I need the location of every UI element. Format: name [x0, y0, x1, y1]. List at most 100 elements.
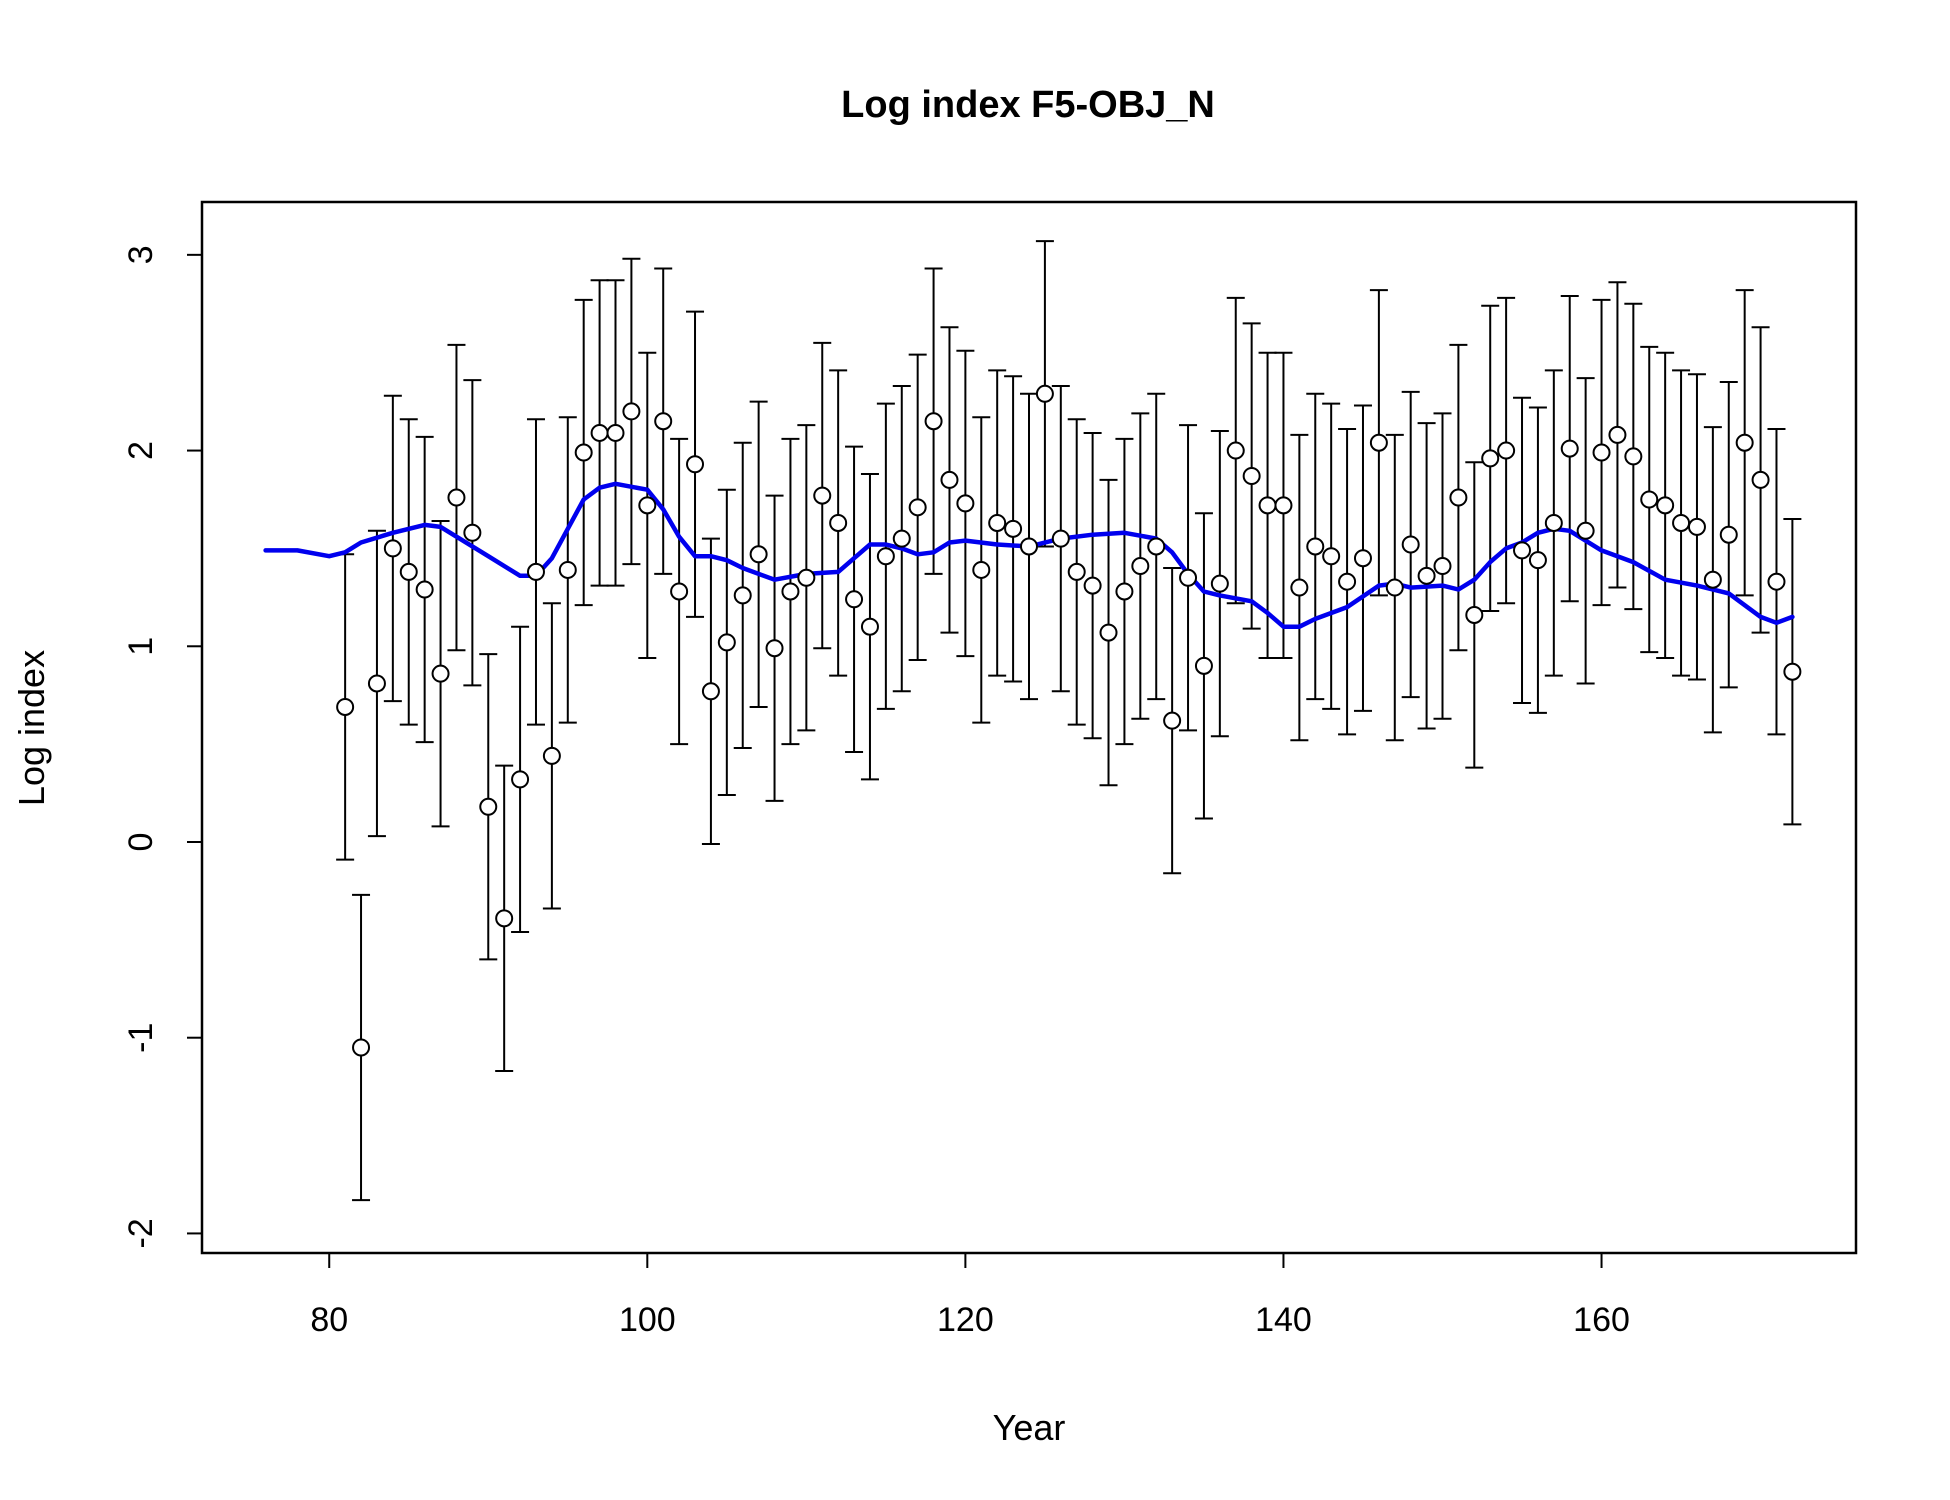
data-point [1783, 662, 1802, 681]
data-point [972, 560, 991, 579]
data-point [1735, 433, 1754, 452]
x-tick-label: 140 [1255, 1301, 1312, 1339]
data-point [876, 547, 895, 566]
data-point [1481, 449, 1500, 468]
data-point [988, 513, 1007, 532]
data-point [1353, 549, 1372, 568]
data-point [765, 639, 784, 658]
data-point [1656, 496, 1675, 515]
data-point [749, 545, 768, 564]
data-point [1338, 572, 1357, 591]
data-point [495, 909, 514, 928]
data-point [797, 568, 816, 587]
x-axis-label: Year [993, 1407, 1066, 1448]
data-point [1083, 576, 1102, 595]
data-point [1290, 578, 1309, 597]
data-point [1687, 517, 1706, 536]
data-point [1051, 529, 1070, 548]
data-point [1210, 574, 1229, 593]
data-point [1624, 447, 1643, 466]
data-point [1163, 711, 1182, 730]
chart-title: Log index F5-OBJ_N [841, 84, 1215, 126]
data-point [1020, 537, 1038, 556]
data-point [606, 423, 625, 442]
y-axis-label: Log index [11, 650, 52, 806]
y-tick-label: 3 [122, 245, 160, 264]
x-tick-label: 120 [937, 1301, 994, 1339]
data-point [1194, 656, 1213, 675]
data-point [829, 513, 848, 532]
data-point [1608, 425, 1627, 444]
data-point [733, 586, 752, 605]
data-point [892, 529, 911, 548]
data-point [526, 562, 545, 581]
observed-points [336, 384, 1802, 1057]
data-point [924, 412, 943, 431]
data-point [1767, 572, 1786, 591]
data-point [781, 582, 800, 601]
data-point [367, 674, 386, 693]
data-point [431, 664, 450, 683]
data-point [1751, 470, 1770, 489]
y-tick-label: -2 [122, 1218, 160, 1248]
data-point [1242, 467, 1261, 486]
data-point [1322, 547, 1341, 566]
data-point [1576, 521, 1595, 540]
data-point [622, 402, 641, 421]
x-tick-label: 80 [310, 1301, 348, 1339]
data-point [670, 582, 689, 601]
data-point [479, 797, 498, 816]
data-point [1560, 439, 1579, 458]
plot-frame [200, 200, 1858, 1255]
data-point [1067, 562, 1086, 581]
data-point [1226, 441, 1245, 460]
data-point [1465, 605, 1484, 624]
data-point [463, 523, 482, 542]
data-point [1035, 384, 1054, 403]
y-tick-label: 1 [122, 637, 160, 656]
data-point [383, 539, 402, 558]
data-point [1369, 433, 1388, 452]
data-point [813, 486, 832, 505]
data-point [638, 496, 657, 515]
data-point [1274, 496, 1293, 515]
data-point [654, 412, 673, 431]
y-tick-label: 2 [122, 441, 160, 460]
data-point [686, 455, 705, 474]
fitted-line [263, 481, 1795, 629]
data-point [1115, 582, 1134, 601]
data-point [1385, 578, 1404, 597]
data-point [574, 443, 593, 462]
data-point [940, 470, 959, 489]
data-point [701, 682, 720, 701]
data-point [1004, 519, 1023, 538]
y-tick-label: 0 [122, 833, 160, 852]
data-point [860, 617, 879, 636]
x-tick-label: 160 [1573, 1301, 1630, 1339]
x-axis: 80 100 120 140 160 [310, 1252, 1630, 1339]
data-point [1513, 541, 1532, 560]
data-point [399, 562, 418, 581]
data-point [717, 633, 736, 652]
data-point [352, 1038, 371, 1057]
data-point [1592, 443, 1611, 462]
y-axis: -2 -1 0 1 2 3 [122, 245, 203, 1249]
data-point [1306, 537, 1325, 556]
data-point [1449, 488, 1468, 507]
data-point [1179, 568, 1198, 587]
y-tick-label: -1 [122, 1023, 160, 1053]
data-point [1417, 566, 1436, 585]
data-point [1131, 557, 1150, 576]
data-point [1147, 537, 1166, 556]
data-point [908, 498, 927, 517]
data-point [558, 560, 577, 579]
data-point [1528, 551, 1547, 570]
x-tick-label: 100 [619, 1301, 676, 1339]
data-point [447, 488, 466, 507]
data-point [1703, 570, 1722, 589]
data-point [1099, 623, 1118, 642]
data-point [1640, 490, 1659, 509]
data-point [1672, 513, 1691, 532]
data-point [1544, 513, 1563, 532]
